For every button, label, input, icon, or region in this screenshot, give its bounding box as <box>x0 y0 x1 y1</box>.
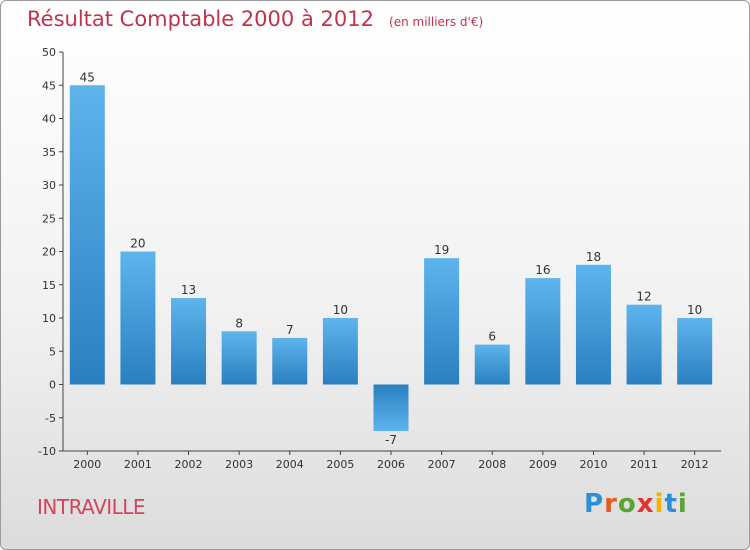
chart-title-main: Résultat Comptable 2000 à 2012 <box>27 7 374 31</box>
y-tick-label: 35 <box>42 146 56 159</box>
bar-2006[interactable] <box>373 384 409 432</box>
x-tick-label: 2007 <box>428 458 456 471</box>
data-label-2004: 7 <box>286 323 294 337</box>
logo-letter: i <box>677 489 688 519</box>
y-tick-label: 5 <box>49 345 56 358</box>
bar-2007[interactable] <box>424 258 460 385</box>
data-label-2002: 13 <box>181 283 196 297</box>
data-label-2009: 16 <box>535 263 550 277</box>
x-tick-label: 2008 <box>478 458 506 471</box>
bar-2002[interactable] <box>171 298 207 385</box>
bars <box>69 85 713 432</box>
logo-letter: P <box>584 489 605 519</box>
data-labels: 45 20 13 8 7 10 -7 19 6 16 18 12 10 <box>80 70 703 447</box>
y-tick-label: 45 <box>42 79 56 92</box>
bar-2001[interactable] <box>120 251 156 385</box>
x-tick-label: 2000 <box>73 458 101 471</box>
bar-2012[interactable] <box>677 318 713 385</box>
data-label-2001: 20 <box>130 237 145 251</box>
data-label-2011: 12 <box>636 290 651 304</box>
chart-title: Résultat Comptable 2000 à 2012 (en milli… <box>27 7 483 31</box>
x-tick-label: 2004 <box>276 458 304 471</box>
bar-2000[interactable] <box>69 85 105 385</box>
data-label-2010: 18 <box>586 250 601 264</box>
data-label-2012: 10 <box>687 303 702 317</box>
data-label-2003: 8 <box>235 316 243 330</box>
x-tick-label: 2011 <box>630 458 658 471</box>
chart-title-unit: (en milliers d'€) <box>389 15 484 29</box>
y-tick-label: 50 <box>42 46 56 59</box>
y-tick-label: 30 <box>42 179 56 192</box>
bar-2009[interactable] <box>525 278 561 385</box>
x-tick-label: 2002 <box>175 458 203 471</box>
bar-2004[interactable] <box>272 337 308 385</box>
bar-2003[interactable] <box>221 331 257 385</box>
x-tick-label: 2003 <box>225 458 253 471</box>
y-tick-label: 15 <box>42 279 56 292</box>
bar-2011[interactable] <box>626 304 662 385</box>
x-tick-label: 2006 <box>377 458 405 471</box>
data-label-2007: 19 <box>434 243 449 257</box>
data-label-2005: 10 <box>333 303 348 317</box>
bar-2008[interactable] <box>474 344 510 385</box>
data-label-2006: -7 <box>385 433 397 447</box>
y-tick-label: 20 <box>42 246 56 259</box>
bar-2005[interactable] <box>322 318 358 385</box>
y-tick-label: 10 <box>42 312 56 325</box>
axes: -10 -5 0 5 10 15 20 25 30 35 40 45 50 2000 2001 2002 200… <box>38 46 721 471</box>
bar-2010[interactable] <box>575 264 611 385</box>
data-label-2000: 45 <box>80 70 95 84</box>
commune-name: INTRAVILLE <box>37 495 146 519</box>
x-tick-label: 2005 <box>326 458 354 471</box>
data-label-2008: 6 <box>488 330 496 344</box>
y-tick-label: 40 <box>42 113 56 126</box>
logo-letter: r <box>604 489 618 519</box>
logo-letter: x <box>636 489 655 519</box>
x-tick-label: 2009 <box>529 458 557 471</box>
logo-letter: o <box>617 489 637 519</box>
y-tick-label: 0 <box>49 379 56 392</box>
x-tick-label: 2001 <box>124 458 152 471</box>
y-tick-label: 25 <box>42 212 56 225</box>
proxiti-logo[interactable]: Proxiti <box>584 489 688 519</box>
logo-letter: t <box>664 489 678 519</box>
x-tick-label: 2012 <box>681 458 709 471</box>
logo-letter: i <box>654 489 665 519</box>
y-tick-label: -10 <box>38 445 56 458</box>
x-tick-label: 2010 <box>579 458 607 471</box>
y-tick-label: -5 <box>45 412 56 425</box>
